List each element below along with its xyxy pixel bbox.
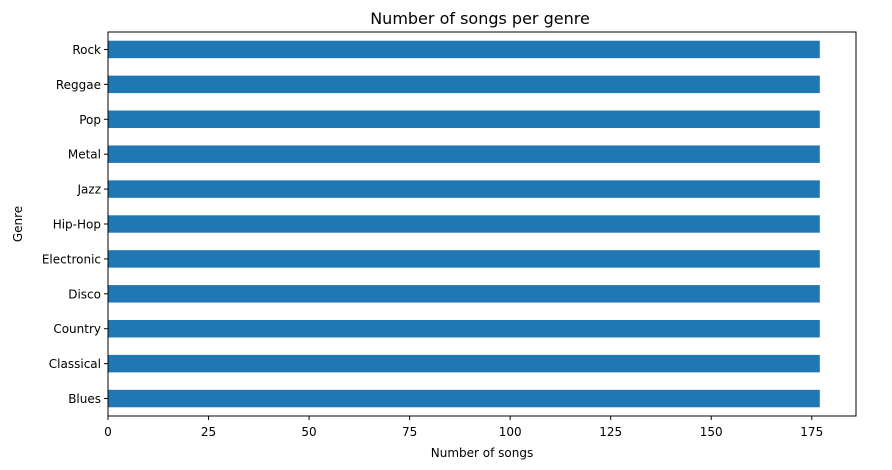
bar-pop bbox=[108, 110, 820, 128]
y-tick-label: Hip-Hop bbox=[53, 218, 101, 232]
y-tick-label: Metal bbox=[68, 148, 101, 162]
y-tick-label: Blues bbox=[68, 392, 101, 406]
bar-electronic bbox=[108, 250, 820, 268]
bar-disco bbox=[108, 285, 820, 303]
chart-title: Number of songs per genre bbox=[370, 9, 590, 28]
x-tick-label: 50 bbox=[301, 425, 316, 439]
y-tick-label: Classical bbox=[49, 357, 101, 371]
x-tick-label: 0 bbox=[104, 425, 112, 439]
y-tick-label: Jazz bbox=[77, 183, 102, 197]
y-tick-label: Pop bbox=[79, 113, 101, 127]
x-tick-label: 150 bbox=[700, 425, 723, 439]
x-axis-ticks: 0 25 50 75 100 125 150 175 bbox=[104, 416, 823, 439]
plot-frame bbox=[107, 31, 857, 417]
y-axis-ticks: Blues Classical Country Disco Electronic Hip-… bbox=[42, 43, 108, 406]
bar-hip-hop bbox=[108, 215, 820, 233]
y-tick-label: Disco bbox=[68, 287, 101, 301]
x-tick-label: 175 bbox=[800, 425, 823, 439]
bar-rock bbox=[108, 40, 820, 59]
y-axis-label: Genre bbox=[11, 206, 25, 242]
bars-group bbox=[108, 40, 820, 408]
y-tick-label: Reggae bbox=[56, 78, 101, 92]
y-tick-label: Electronic bbox=[42, 252, 101, 266]
bar-country bbox=[108, 320, 820, 338]
x-tick-label: 75 bbox=[402, 425, 417, 439]
bar-metal bbox=[108, 145, 820, 163]
bar-reggae bbox=[108, 75, 820, 94]
bar-blues bbox=[108, 389, 820, 408]
x-tick-label: 100 bbox=[499, 425, 522, 439]
x-tick-label: 125 bbox=[599, 425, 622, 439]
y-tick-label: Rock bbox=[72, 43, 101, 57]
bar-jazz bbox=[108, 180, 820, 198]
y-tick-label: Country bbox=[53, 322, 101, 336]
x-tick-label: 25 bbox=[201, 425, 216, 439]
bar-classical bbox=[108, 354, 820, 373]
x-axis-label: Number of songs bbox=[431, 446, 533, 460]
